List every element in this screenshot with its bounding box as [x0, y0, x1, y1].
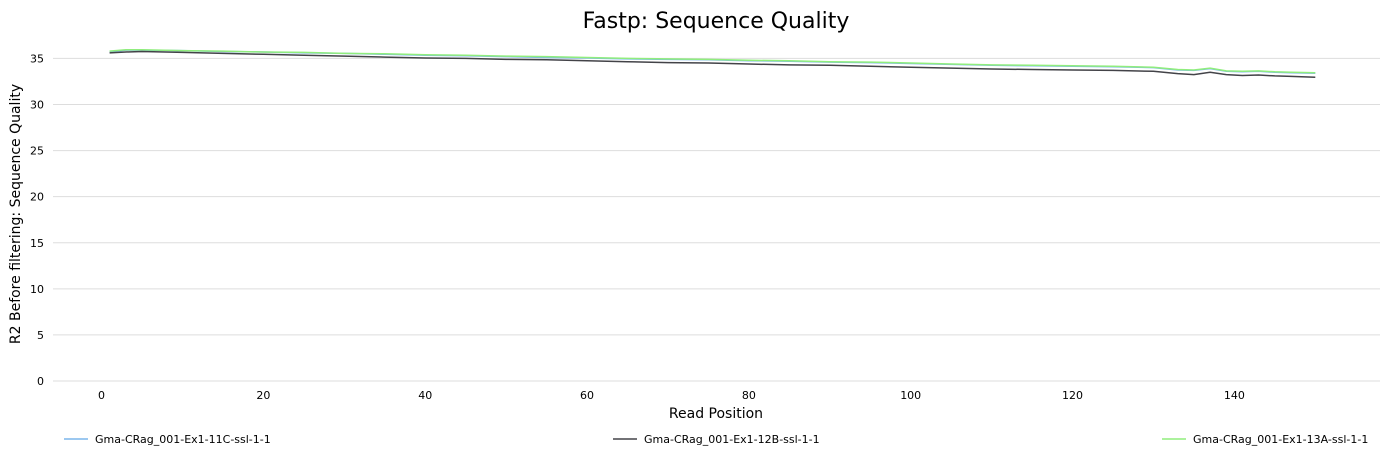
grid — [53, 57, 1380, 382]
y-tick-label: 30 — [30, 99, 44, 112]
chart-title: Fastp: Sequence Quality — [583, 9, 850, 34]
x-tick-label: 80 — [742, 389, 756, 402]
series-line[interactable] — [109, 50, 1316, 79]
legend-item[interactable]: Gma-CRag_001-Ex1-13A-ssl-1-1 — [1162, 433, 1368, 446]
legend-item[interactable]: Gma-CRag_001-Ex1-11C-ssl-1-1 — [64, 433, 271, 446]
series-line[interactable] — [109, 49, 1316, 74]
x-tick-label: 120 — [1062, 389, 1083, 402]
y-tick-label: 25 — [30, 145, 44, 158]
y-tick-label: 20 — [30, 191, 44, 204]
series-lines — [109, 48, 1316, 79]
x-tick-label: 40 — [418, 389, 432, 402]
y-tick-label: 35 — [30, 52, 44, 65]
legend-label: Gma-CRag_001-Ex1-11C-ssl-1-1 — [95, 433, 271, 446]
x-axis-title: Read Position — [669, 406, 763, 422]
x-tick-label: 20 — [256, 389, 270, 402]
legend-item[interactable]: Gma-CRag_001-Ex1-12B-ssl-1-1 — [613, 433, 820, 446]
x-tick-label: 100 — [900, 389, 921, 402]
y-tick-label: 15 — [30, 237, 44, 250]
series-line[interactable] — [109, 48, 1316, 74]
y-axis-ticks: 0 5 10 15 20 25 30 35 — [30, 52, 44, 388]
legend-label: Gma-CRag_001-Ex1-12B-ssl-1-1 — [644, 433, 820, 446]
y-tick-label: 5 — [37, 329, 44, 342]
legend-label: Gma-CRag_001-Ex1-13A-ssl-1-1 — [1193, 433, 1368, 446]
x-tick-label: 60 — [580, 389, 594, 402]
y-tick-label: 0 — [37, 375, 44, 388]
y-axis-title: R2 Before filtering: Sequence Quality — [8, 84, 24, 344]
x-tick-label: 0 — [98, 389, 105, 402]
legend: Gma-CRag_001-Ex1-11C-ssl-1-1 Gma-CRag_001… — [64, 433, 1368, 446]
x-tick-label: 140 — [1224, 389, 1245, 402]
y-tick-label: 10 — [30, 283, 44, 296]
x-axis-ticks: 0 20 40 60 80 100 120 140 — [98, 389, 1245, 402]
